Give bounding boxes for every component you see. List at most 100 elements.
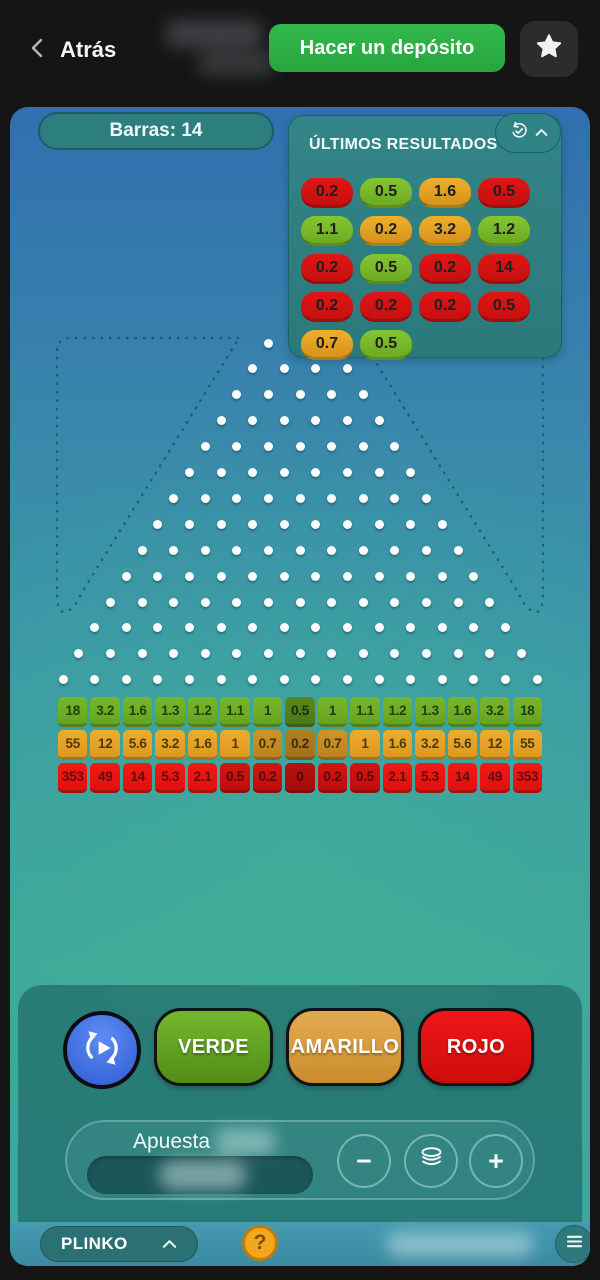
bucket-cell: 1 bbox=[252, 697, 283, 727]
result-chip: 0.5 bbox=[478, 178, 530, 208]
question-mark-icon: ? bbox=[253, 1231, 267, 1254]
peg bbox=[74, 649, 84, 659]
peg bbox=[342, 416, 352, 426]
peg bbox=[121, 675, 131, 685]
bucket-cell: 0.2 bbox=[317, 763, 348, 793]
peg bbox=[406, 675, 416, 685]
peg bbox=[232, 442, 242, 452]
chip-presets-button[interactable] bbox=[404, 1134, 458, 1188]
back-button[interactable]: Atrás bbox=[26, 30, 136, 70]
peg bbox=[421, 597, 431, 607]
peg bbox=[232, 597, 242, 607]
bucket-cell: 0.7 bbox=[252, 730, 283, 760]
bucket-cell: 12 bbox=[480, 730, 510, 760]
bet-red-button[interactable]: ROJO bbox=[418, 1008, 534, 1086]
peg bbox=[311, 468, 321, 477]
multiplier-row-orange: 55 12 5.6 3.2 1.6 1 0.7 0.2 0.7 1 1.6 3.2 5.6 12 55 bbox=[58, 730, 543, 760]
peg bbox=[232, 649, 242, 659]
bucket-cell: 0.2 bbox=[285, 730, 315, 760]
peg bbox=[311, 623, 321, 633]
game-selector[interactable]: PLINKO bbox=[40, 1226, 198, 1262]
bucket-cell: 5.3 bbox=[415, 763, 445, 793]
result-chip: 0.5 bbox=[478, 292, 530, 322]
peg bbox=[153, 519, 163, 529]
peg bbox=[58, 675, 68, 685]
peg bbox=[153, 571, 163, 581]
result-chip: 1.1 bbox=[301, 216, 353, 246]
peg bbox=[406, 623, 416, 633]
peg bbox=[406, 571, 416, 581]
peg bbox=[137, 545, 147, 555]
peg bbox=[421, 649, 431, 659]
bucket-cell: 55 bbox=[512, 730, 543, 760]
peg bbox=[279, 675, 289, 685]
peg bbox=[295, 493, 305, 503]
peg bbox=[295, 649, 305, 659]
peg bbox=[390, 493, 400, 503]
bars-count-pill[interactable]: Barras: 14 bbox=[38, 112, 274, 150]
deposit-button[interactable]: Hacer un depósito bbox=[269, 24, 505, 72]
result-chip: 0.5 bbox=[360, 330, 412, 360]
peg bbox=[327, 545, 337, 555]
increase-bet-button[interactable]: + bbox=[469, 1134, 523, 1188]
bet-green-button[interactable]: VERDE bbox=[154, 1008, 273, 1086]
peg bbox=[295, 597, 305, 607]
result-chip: 0.2 bbox=[360, 216, 412, 246]
peg bbox=[121, 623, 131, 633]
bucket-cell: 353 bbox=[58, 763, 88, 793]
peg bbox=[216, 519, 226, 529]
bet-red-label: ROJO bbox=[446, 1035, 506, 1058]
peg bbox=[263, 597, 273, 607]
peg bbox=[342, 675, 352, 685]
peg bbox=[516, 649, 526, 659]
peg bbox=[279, 416, 289, 426]
help-button[interactable]: ? bbox=[242, 1225, 278, 1261]
blurred-currency-label bbox=[215, 1128, 275, 1155]
peg bbox=[200, 597, 210, 607]
peg bbox=[342, 571, 352, 581]
bucket-cell: 3.2 bbox=[480, 697, 510, 727]
peg bbox=[342, 519, 352, 529]
bucket-cell: 1 bbox=[350, 730, 380, 760]
peg bbox=[358, 597, 368, 607]
peg bbox=[311, 571, 321, 581]
bucket-cell: 1.6 bbox=[447, 697, 478, 727]
history-toggle-button[interactable] bbox=[495, 113, 561, 153]
collapse-chevron-icon bbox=[535, 124, 548, 142]
bet-yellow-label: AMARILLO bbox=[290, 1035, 400, 1058]
history-icon bbox=[508, 120, 530, 147]
peg bbox=[169, 597, 179, 607]
peg bbox=[311, 364, 321, 374]
result-chip: 0.2 bbox=[301, 178, 353, 208]
peg bbox=[279, 364, 289, 374]
peg bbox=[453, 597, 463, 607]
bucket-cell: 1 bbox=[220, 730, 250, 760]
peg bbox=[200, 442, 210, 452]
autoplay-button[interactable] bbox=[63, 1011, 141, 1089]
decrease-bet-button[interactable]: − bbox=[337, 1134, 391, 1188]
menu-button[interactable] bbox=[555, 1225, 590, 1263]
result-chip: 0.7 bbox=[301, 330, 353, 360]
bet-amount-input[interactable] bbox=[87, 1156, 313, 1194]
favorite-button[interactable] bbox=[520, 21, 578, 77]
peg bbox=[437, 519, 447, 529]
peg bbox=[469, 675, 479, 685]
bucket-cell: 1.3 bbox=[155, 697, 185, 727]
peg bbox=[248, 468, 258, 477]
peg bbox=[248, 675, 258, 685]
peg bbox=[437, 675, 447, 685]
bucket-cell: 1.1 bbox=[350, 697, 380, 727]
peg bbox=[295, 442, 305, 452]
peg bbox=[532, 675, 542, 685]
peg bbox=[374, 416, 384, 426]
peg bbox=[358, 545, 368, 555]
bucket-cell: 18 bbox=[58, 697, 88, 727]
bet-yellow-button[interactable]: AMARILLO bbox=[286, 1008, 404, 1086]
bucket-cell: 1.2 bbox=[187, 697, 218, 727]
hamburger-icon bbox=[565, 1234, 584, 1254]
result-chip: 0.2 bbox=[419, 254, 471, 284]
bucket-cell: 2.1 bbox=[382, 763, 413, 793]
peg bbox=[248, 519, 258, 529]
bucket-cell: 14 bbox=[122, 763, 153, 793]
peg bbox=[374, 571, 384, 581]
